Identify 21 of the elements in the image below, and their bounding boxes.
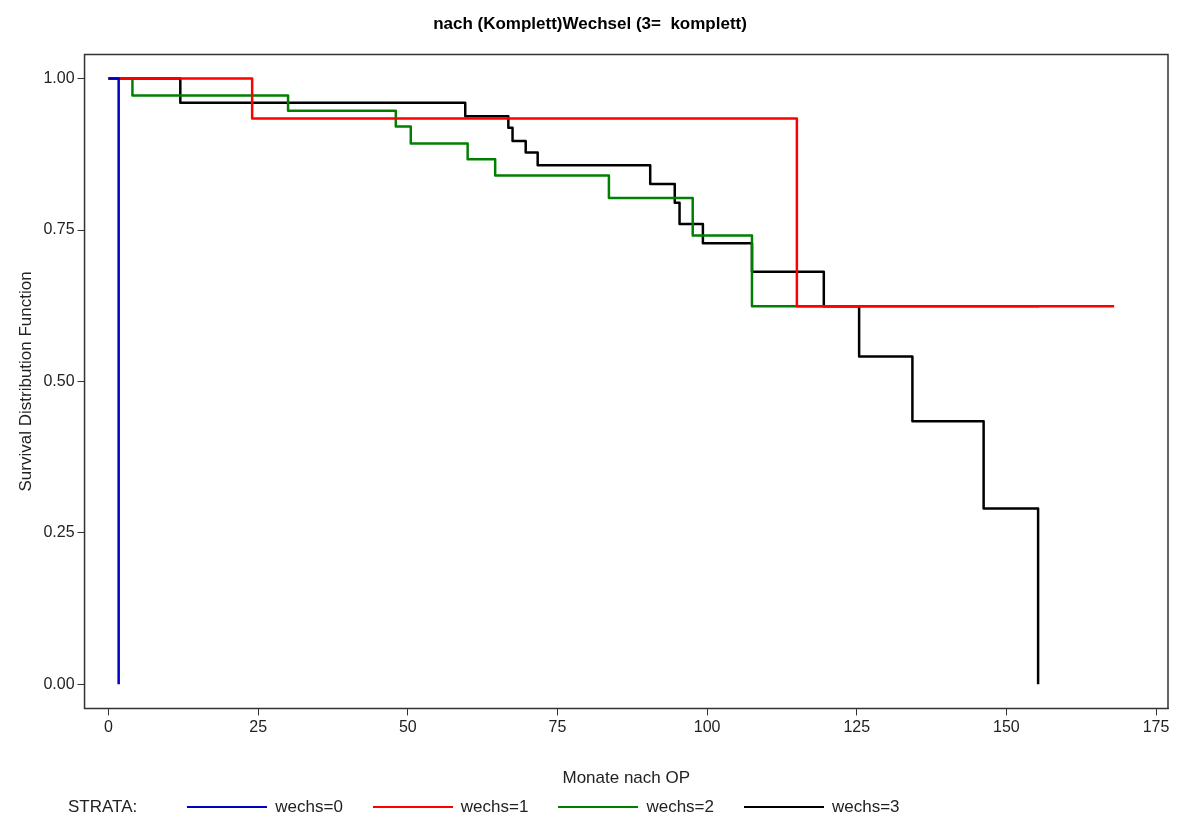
y-tick-label: 0.50 [43, 371, 75, 389]
x-tick-label: 150 [993, 718, 1020, 736]
x-tick-label: 50 [398, 718, 417, 736]
x-tick-label: 0 [104, 718, 114, 736]
y-tick-label: 0.00 [43, 674, 75, 692]
x-tick-label: 100 [693, 718, 721, 736]
x-tick-label: 175 [1142, 718, 1170, 736]
legend-label: wechs=0 [275, 797, 343, 817]
legend-label: wechs=2 [646, 797, 714, 817]
x-tick-label: 75 [548, 718, 567, 736]
x-tick-label: 25 [249, 718, 268, 736]
x-axis-title: Monate nach OP [562, 768, 691, 788]
y-tick-label: 1.00 [43, 69, 75, 87]
legend-title: STRATA: [68, 797, 138, 817]
y-tick-label: 0.75 [43, 220, 75, 238]
legend-label: wechs=3 [832, 797, 900, 817]
legend-label: wechs=1 [460, 797, 529, 817]
chart-title: nach (Komplett)Wechsel (3= komplett) [433, 13, 747, 33]
y-tick-label: 0.25 [43, 523, 75, 541]
y-axis-title: Survival Distribution Function [15, 271, 35, 492]
x-tick-label: 125 [843, 718, 871, 736]
